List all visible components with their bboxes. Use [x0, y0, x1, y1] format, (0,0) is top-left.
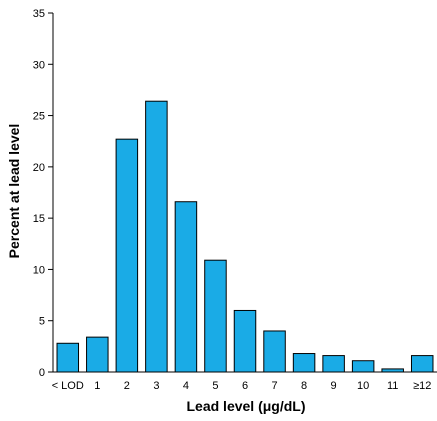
y-tick-label: 10	[33, 264, 45, 276]
y-tick-label: 25	[33, 111, 45, 123]
x-tick-label: 11	[387, 380, 398, 392]
bar-3	[145, 100, 168, 373]
bar-9	[322, 355, 345, 373]
y-tick-label: 5	[39, 316, 45, 328]
x-tick-label: 6	[242, 380, 248, 392]
bar-10	[351, 360, 375, 373]
y-axis-ticks: 0 5 10 15 20 25 30 35	[33, 8, 53, 379]
x-tick-label: 9	[331, 380, 337, 392]
y-tick-label: 35	[33, 8, 45, 20]
x-tick-label: 7	[271, 380, 277, 392]
bar-12	[410, 355, 434, 373]
x-axis-ticks: < LOD 1 2 3 4 5 6 7 8 9 10 11 ≥12	[52, 380, 432, 392]
bar-7	[263, 330, 286, 373]
x-tick-label: < LOD	[52, 380, 84, 392]
bar-2	[115, 138, 139, 373]
bar-8	[292, 353, 316, 373]
bar-1	[86, 336, 109, 373]
y-axis-title: Percent at lead level	[6, 124, 22, 259]
x-tick-label: 4	[183, 380, 189, 392]
x-tick-label: 10	[357, 380, 369, 392]
bars-group	[56, 100, 434, 373]
y-tick-label: 15	[33, 213, 45, 225]
x-tick-label: 5	[212, 380, 218, 392]
x-tick-label: 8	[301, 380, 307, 392]
x-tick-label: ≥12	[413, 380, 431, 392]
x-tick-label: 2	[124, 380, 130, 392]
x-tick-label: 1	[94, 380, 100, 392]
bar-4	[174, 201, 198, 373]
y-tick-label: 20	[33, 162, 45, 174]
bar-0	[56, 342, 80, 373]
x-tick-label: 3	[153, 380, 159, 392]
bar-6	[233, 309, 257, 373]
y-tick-label: 30	[33, 59, 45, 71]
bar-5	[204, 259, 227, 373]
y-tick-label: 0	[39, 367, 45, 379]
x-axis-title: Lead level (μg/dL)	[186, 398, 305, 414]
